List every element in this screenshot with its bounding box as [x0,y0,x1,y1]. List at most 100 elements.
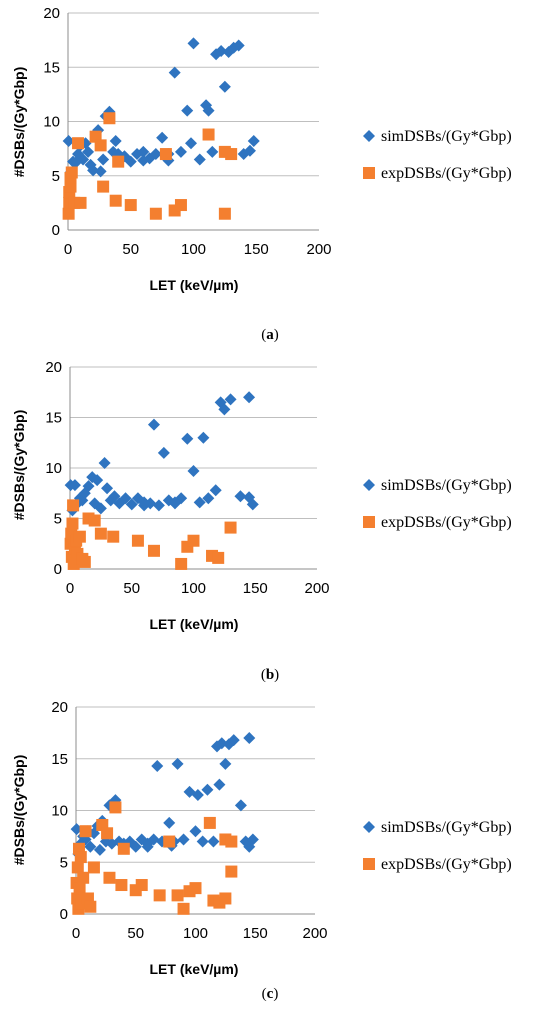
panel-caption: (c) [262,986,279,1002]
y-tick-label: 10 [43,114,60,131]
sim-data-point [193,496,206,509]
gridlines [76,706,315,863]
x-tick-label: 50 [123,580,140,597]
exp-data-point [97,180,110,193]
legend-label-exp: expDSBs/(Gy*Gbp) [381,165,512,182]
sim-data-point [243,144,256,157]
legend-label-sim: simDSBs/(Gy*Gbp) [381,477,512,494]
sim-data-point [137,154,150,167]
y-tick-label: 0 [52,222,60,239]
sim-data-point [174,145,187,158]
sim-data-point [87,164,100,177]
legend-label-exp: expDSBs/(Gy*Gbp) [381,856,512,873]
legend-label-sim: simDSBs/(Gy*Gbp) [381,128,512,145]
exp-data-point [109,801,122,814]
sim-data-point [181,432,194,445]
legend-marker-sim [363,130,375,142]
legend: simDSBs/(Gy*Gbp) expDSBs/(Gy*Gbp) [363,477,512,531]
exp-data-point [212,551,225,564]
y-tick-label: 10 [51,803,68,820]
sim-data-point [79,833,92,846]
sim-data-point [108,490,121,503]
legend-marker-exp [363,167,375,179]
x-tick-label: 100 [181,580,206,597]
exp-data-point [149,207,162,220]
exp-data-point [79,825,92,838]
sim-data-point [147,418,160,431]
x-axis-title: LET (keV/µm) [150,277,239,293]
panel-caption-label: b [266,667,274,683]
y-tick-label: 20 [51,699,68,716]
legend: simDSBs/(Gy*Gbp) expDSBs/(Gy*Gbp) [363,819,512,873]
exp-data-point [107,530,120,543]
sim-data-point [218,80,231,93]
x-tick-label: 200 [304,580,329,597]
x-tick-label: 50 [122,241,139,258]
sim-data-point [232,39,245,52]
sim-data-point [94,165,107,178]
legend-label-exp: expDSBs/(Gy*Gbp) [381,514,512,531]
exp-data-point [73,882,86,895]
sim-data-point [124,155,137,168]
panel-caption-label: a [266,327,274,343]
sim-data-point [247,135,260,148]
exp-data-point [94,139,107,152]
sim-data-point [129,840,142,853]
data-points [70,732,259,915]
sim-data-point [201,783,214,796]
exp-data-point [163,835,176,848]
x-axis-title: LET (keV/µm) [150,961,239,977]
exp-data-point [117,842,130,855]
y-tick-label: 10 [45,460,62,477]
y-tick-label: 5 [52,168,60,185]
legend-marker-exp [363,858,375,870]
sim-data-point [177,833,190,846]
sim-data-point [157,446,170,459]
exp-data-point [225,148,238,161]
sim-data-point [191,788,204,801]
exp-data-point [71,861,84,874]
sim-data-point [189,825,202,838]
sim-data-point [109,794,122,807]
x-tick-label: 0 [64,241,72,258]
sim-data-point [196,835,209,848]
y-tick-label: 0 [60,906,68,923]
sim-data-point [84,840,97,853]
sim-data-point [224,393,237,406]
exp-data-point [74,851,87,864]
exp-data-point [153,889,166,902]
exp-data-point [87,861,100,874]
sim-data-point [119,492,132,505]
sim-data-point [82,145,95,158]
sim-data-point [82,480,95,493]
sim-data-point [68,479,81,492]
exp-data-point [72,137,85,150]
sim-data-point [77,153,90,166]
exp-data-point [73,530,86,543]
sim-data-point [227,734,240,747]
exp-data-point [65,166,78,179]
sim-data-point [94,502,107,515]
sim-data-point [91,474,104,487]
panel-caption-label: c [267,986,274,1002]
y-tick-label: 20 [43,5,60,22]
sim-data-point [213,778,226,791]
sim-data-point [197,431,210,444]
sim-data-point [215,44,228,57]
y-axis-title: #DSBs/(Gy*Gbp) [11,410,27,520]
sim-data-point [215,737,228,750]
sim-data-point [171,757,184,770]
sim-data-point [243,391,256,404]
sim-data-point [218,403,231,416]
sim-data-point [184,137,197,150]
exp-data-point [112,155,125,168]
sim-data-point [187,465,200,478]
legend-marker-exp [363,516,375,528]
sim-data-point [138,496,151,509]
x-tick-label: 150 [243,925,268,942]
sim-data-point [202,492,215,505]
sim-data-point [206,145,219,158]
sim-data-point [125,498,138,511]
